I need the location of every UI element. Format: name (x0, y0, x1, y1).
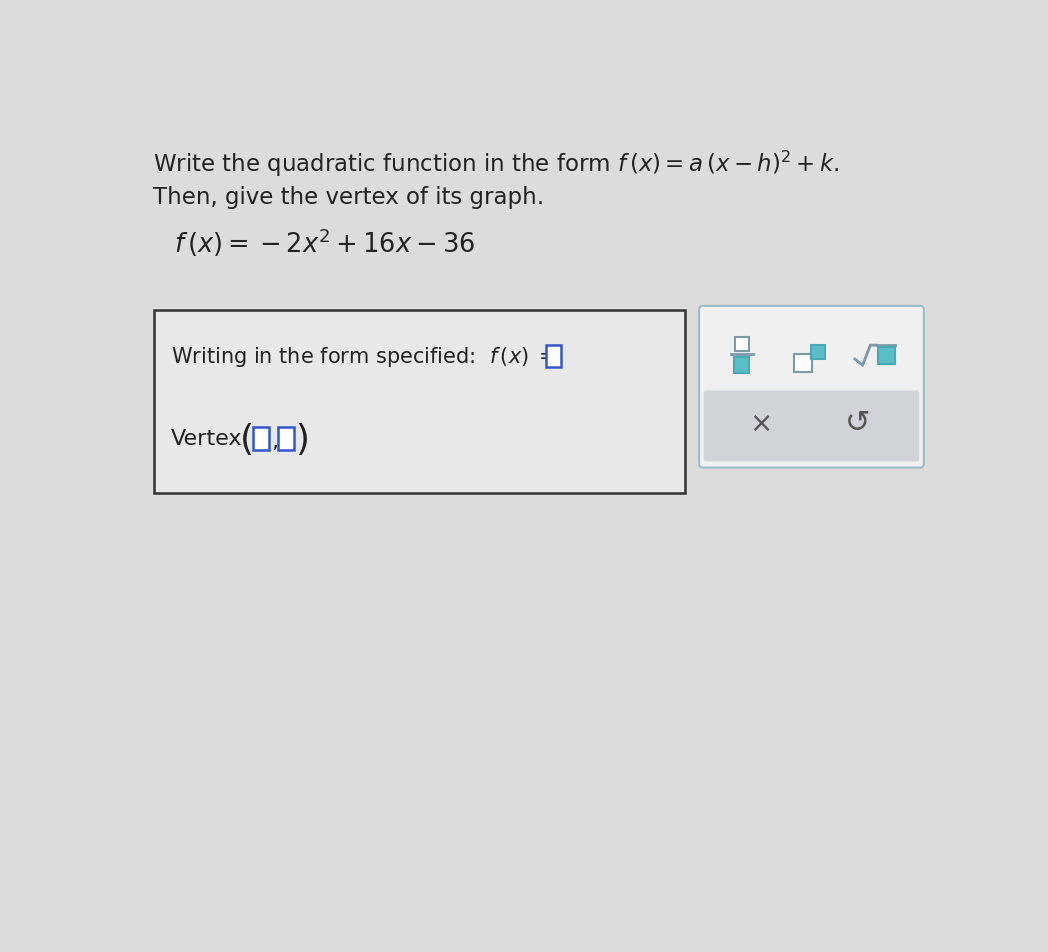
Text: Write the quadratic function in the form $f\,(x)=a\,(x-h)^{2}+k$.: Write the quadratic function in the form… (153, 149, 839, 179)
FancyBboxPatch shape (279, 427, 293, 450)
FancyBboxPatch shape (735, 338, 748, 352)
Text: (: ( (240, 423, 254, 457)
Text: Vertex:: Vertex: (171, 428, 250, 448)
FancyBboxPatch shape (699, 307, 924, 468)
FancyBboxPatch shape (793, 354, 812, 372)
Text: Writing in the form specified:  $f\,(x)\;=$: Writing in the form specified: $f\,(x)\;… (171, 345, 555, 368)
Text: ,: , (271, 432, 279, 452)
FancyBboxPatch shape (811, 346, 825, 360)
FancyBboxPatch shape (254, 427, 269, 450)
FancyBboxPatch shape (546, 346, 561, 367)
FancyBboxPatch shape (878, 347, 895, 365)
FancyBboxPatch shape (734, 358, 749, 373)
FancyBboxPatch shape (703, 391, 919, 462)
Text: ↺: ↺ (845, 408, 871, 438)
Text: $f\,(x)=-2x^{2}+16x-36$: $f\,(x)=-2x^{2}+16x-36$ (174, 226, 475, 258)
Text: Then, give the vertex of its graph.: Then, give the vertex of its graph. (153, 186, 544, 208)
Text: ×: × (749, 409, 772, 437)
FancyBboxPatch shape (154, 310, 685, 493)
Text: ): ) (296, 423, 309, 457)
